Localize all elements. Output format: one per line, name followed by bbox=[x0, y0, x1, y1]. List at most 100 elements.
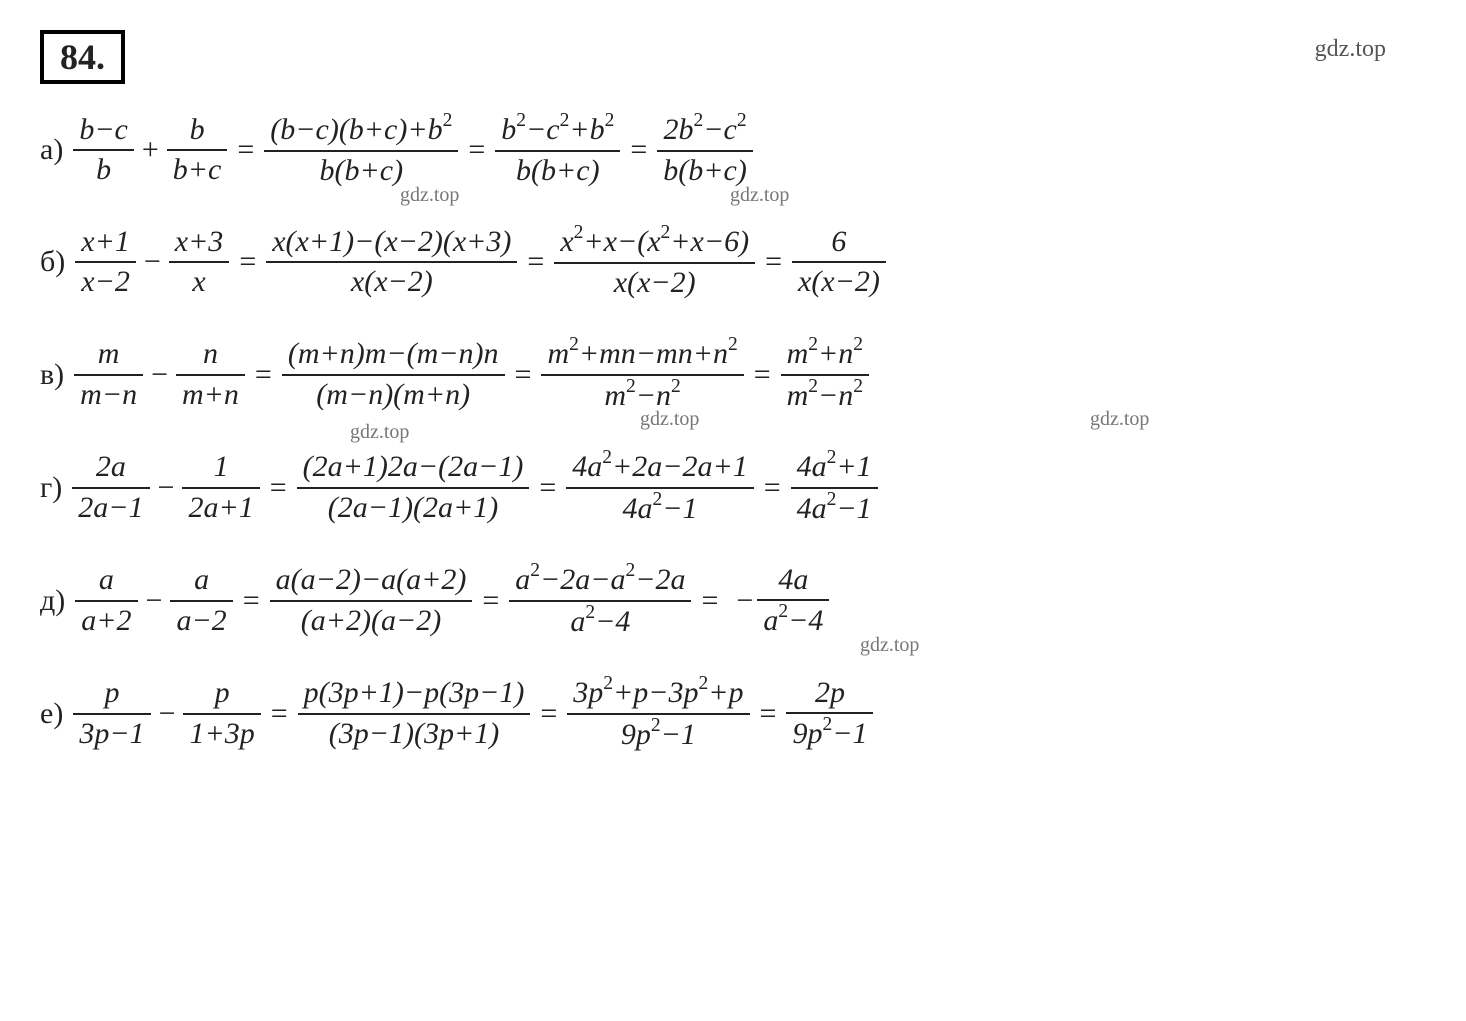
equals: = bbox=[527, 245, 544, 279]
denominator: a−2 bbox=[170, 604, 232, 639]
watermark: gdz.top bbox=[640, 408, 699, 431]
denominator: (2a−1)(2a+1) bbox=[322, 491, 504, 526]
negative-sign: − bbox=[736, 584, 753, 618]
fraction: 2a 2a−1 bbox=[72, 450, 149, 525]
fraction: (m+n)m−(m−n)n (m−n)(m+n) bbox=[282, 337, 505, 412]
fraction: 2b2−c2 b(b+c) bbox=[657, 112, 753, 188]
denominator: 3p−1 bbox=[73, 717, 150, 752]
equation-line-a: а) b−c b + b b+c = (b−c)(b+c)+b2 b(b+c) … bbox=[40, 112, 1426, 188]
numerator: (m+n)m−(m−n)n bbox=[282, 337, 505, 372]
denominator: 2a+1 bbox=[182, 491, 259, 526]
fraction-bar bbox=[176, 374, 245, 376]
numerator: n bbox=[197, 337, 224, 372]
numerator: (b−c)(b+c)+b2 bbox=[264, 112, 458, 148]
fraction: 4a2+2a−2a+1 4a2−1 bbox=[566, 449, 753, 526]
fraction-bar bbox=[554, 262, 755, 264]
watermark: gdz.top bbox=[1090, 408, 1149, 431]
fraction: m2+n2 m2−n2 bbox=[781, 336, 869, 413]
denominator: x bbox=[186, 265, 211, 300]
numerator: 4a bbox=[772, 563, 814, 598]
operator: − bbox=[146, 584, 163, 618]
numerator: a bbox=[93, 563, 120, 598]
numerator: b−c bbox=[73, 113, 134, 148]
fraction: 4a2+1 4a2−1 bbox=[791, 449, 878, 526]
numerator: b bbox=[184, 113, 211, 148]
fraction-bar bbox=[298, 713, 531, 715]
equation-line-g: г) 2a 2a−1 − 1 2a+1 = (2a+1)2a−(2a−1) (2… bbox=[40, 449, 1426, 526]
denominator: m−n bbox=[74, 378, 143, 413]
fraction: p 3p−1 bbox=[73, 676, 150, 751]
denominator: (a+2)(a−2) bbox=[295, 604, 447, 639]
fraction: p 1+3p bbox=[183, 676, 260, 751]
equals: = bbox=[701, 584, 718, 618]
numerator: 1 bbox=[208, 450, 235, 485]
numerator: x(x+1)−(x−2)(x+3) bbox=[266, 225, 517, 260]
fraction-bar bbox=[167, 149, 228, 151]
numerator: x+3 bbox=[169, 225, 230, 260]
denominator: 4a2−1 bbox=[617, 491, 704, 527]
fraction: a a−2 bbox=[170, 563, 232, 638]
denominator: a2−4 bbox=[757, 603, 829, 639]
operator: − bbox=[144, 245, 161, 279]
numerator: 4a2+2a−2a+1 bbox=[566, 449, 753, 485]
fraction: a a+2 bbox=[75, 563, 137, 638]
numerator: x+1 bbox=[75, 225, 136, 260]
denominator: 9p2−1 bbox=[615, 717, 702, 753]
numerator: 2a bbox=[90, 450, 132, 485]
denominator: a2−4 bbox=[564, 604, 636, 640]
operator: − bbox=[159, 697, 176, 731]
numerator: 4a2+1 bbox=[791, 449, 878, 485]
equation-line-b: б) x+1 x−2 − x+3 x = x(x+1)−(x−2)(x+3) x… bbox=[40, 224, 1426, 300]
line-label: б) bbox=[40, 245, 65, 279]
line-label: г) bbox=[40, 471, 62, 505]
fraction-bar bbox=[297, 487, 530, 489]
numerator: m bbox=[92, 337, 126, 372]
fraction: b−c b bbox=[73, 113, 134, 188]
numerator: a bbox=[188, 563, 215, 598]
equals: = bbox=[482, 584, 499, 618]
equation-line-d: д) a a+2 − a a−2 = a(a−2)−a(a+2) (a+2)(a… bbox=[40, 562, 1426, 639]
numerator: b2−c2+b2 bbox=[495, 112, 620, 148]
fraction: x(x+1)−(x−2)(x+3) x(x−2) bbox=[266, 225, 517, 300]
equals: = bbox=[760, 697, 777, 731]
numerator: p bbox=[98, 676, 125, 711]
fraction-bar bbox=[73, 713, 150, 715]
fraction: (b−c)(b+c)+b2 b(b+c) bbox=[264, 112, 458, 188]
equals: = bbox=[765, 245, 782, 279]
operator: + bbox=[142, 133, 159, 167]
fraction: p(3p+1)−p(3p−1) (3p−1)(3p+1) bbox=[298, 676, 531, 751]
numerator: m2+n2 bbox=[781, 336, 869, 372]
denominator: b(b+c) bbox=[657, 154, 753, 189]
fraction: n m+n bbox=[176, 337, 245, 412]
equals: = bbox=[239, 245, 256, 279]
denominator: m+n bbox=[176, 378, 245, 413]
denominator: b+c bbox=[167, 153, 228, 188]
fraction: 2p 9p2−1 bbox=[786, 676, 873, 752]
fraction-bar bbox=[75, 261, 136, 263]
fraction-bar bbox=[282, 374, 505, 376]
fraction-bar bbox=[182, 487, 259, 489]
denominator: b(b+c) bbox=[314, 154, 410, 189]
fraction: x+1 x−2 bbox=[75, 225, 136, 300]
fraction: 6 x(x−2) bbox=[792, 225, 886, 300]
problem-number-box: 84. bbox=[40, 30, 125, 84]
equals: = bbox=[255, 358, 272, 392]
fraction: a(a−2)−a(a+2) (a+2)(a−2) bbox=[270, 563, 473, 638]
fraction: m m−n bbox=[74, 337, 143, 412]
fraction-bar bbox=[509, 600, 691, 602]
fraction: 1 2a+1 bbox=[182, 450, 259, 525]
fraction-bar bbox=[657, 150, 753, 152]
operator: − bbox=[158, 471, 175, 505]
equals: = bbox=[539, 471, 556, 505]
fraction: 4a a2−4 bbox=[757, 563, 829, 639]
denominator: x(x−2) bbox=[345, 265, 439, 300]
fraction: m2+mn−mn+n2 m2−n2 bbox=[541, 336, 743, 413]
denominator: x(x−2) bbox=[792, 265, 886, 300]
fraction-bar bbox=[270, 600, 473, 602]
numerator: a2−2a−a2−2a bbox=[509, 562, 691, 598]
numerator: 6 bbox=[825, 225, 852, 260]
equals: = bbox=[271, 697, 288, 731]
denominator: b bbox=[90, 153, 117, 188]
equals: = bbox=[754, 358, 771, 392]
fraction-bar bbox=[541, 374, 743, 376]
